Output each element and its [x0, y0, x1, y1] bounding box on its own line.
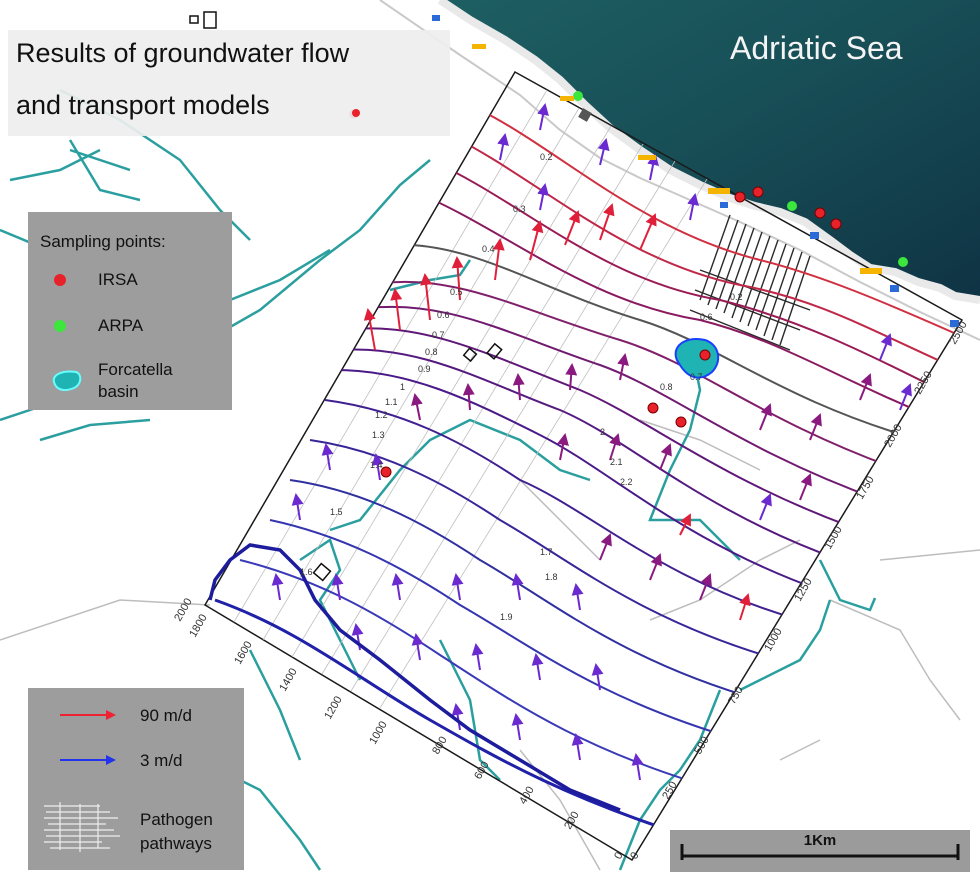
blue-arrow-icon — [60, 755, 116, 765]
legend-irsa: IRSA — [98, 270, 138, 289]
legend-90md: 90 m/d — [140, 706, 192, 725]
contour-label: 0.9 — [418, 364, 431, 374]
axis-tick: 400 — [517, 785, 537, 807]
axis-tick: 0 — [628, 850, 641, 861]
legend-pathogen: Pathogen — [140, 810, 213, 829]
axis-tick: 1500 — [822, 524, 845, 551]
contour-label: 2 — [600, 427, 605, 437]
axis-tick: 1200 — [322, 694, 345, 721]
legend-forcatella: Forcatella — [98, 360, 173, 379]
contour-label: 1.5 — [330, 507, 343, 517]
title-line-2: and transport models — [16, 90, 270, 120]
coastal-structures — [432, 15, 959, 327]
contour-label: 0.2 — [540, 152, 553, 162]
contour-label: 1.3 — [372, 430, 385, 440]
title-dot — [352, 109, 360, 117]
contour-label: 2.2 — [620, 477, 633, 487]
shoreline — [437, 0, 980, 304]
axis-tick: 2000 — [172, 596, 195, 623]
axis-tick: 0 — [612, 850, 625, 861]
flow-legend: 90 m/d 3 m/d Pathogen pathways — [28, 688, 244, 870]
title-box: Results of groundwater flow and transpor… — [8, 30, 450, 136]
contour-label: 0.2 — [730, 292, 743, 302]
title-line-1: Results of groundwater flow — [16, 38, 350, 68]
contour-label: 1.9 — [500, 612, 513, 622]
grid-lines — [233, 89, 708, 709]
axis-tick: 1000 — [367, 719, 390, 746]
head-contours — [214, 109, 962, 842]
axis-tick: 2250 — [912, 369, 935, 396]
axis-tick: 250 — [660, 780, 680, 802]
contour-label: 0.8 — [660, 382, 673, 392]
contour-label: 1.6 — [300, 567, 313, 577]
contour-label: 0.7 — [690, 372, 703, 382]
contour-label: 0.5 — [450, 287, 463, 297]
legend-arpa: ARPA — [98, 316, 144, 335]
contour-label: 0.7 — [432, 330, 445, 340]
irsa-icon — [54, 274, 66, 286]
axis-tick: 1750 — [854, 474, 877, 501]
contour-label: 2.1 — [610, 457, 623, 467]
sea-area — [440, 0, 980, 300]
contour-labels: 0.2 0.3 0.4 0.5 0.6 0.7 0.8 0.9 1 1.1 1.… — [300, 152, 743, 622]
axis-tick: 500 — [692, 735, 712, 757]
pathways-icon — [44, 802, 120, 852]
axis-tick: 800 — [430, 735, 450, 757]
contour-label: 0.8 — [425, 347, 438, 357]
contour-label: 1.8 — [545, 572, 558, 582]
coastal-road — [379, 0, 980, 341]
basin-icon — [52, 370, 82, 391]
scale-bar: 1Km — [670, 830, 970, 872]
scale-bar-label: 1Km — [803, 832, 837, 849]
contour-label: 0.4 — [482, 244, 495, 254]
contour-label: 1.7 — [540, 547, 553, 557]
river — [208, 543, 621, 812]
legend-3md: 3 m/d — [140, 751, 183, 770]
sampling-legend: Sampling points: IRSA ARPA Forcatella ba… — [28, 212, 232, 410]
axis-tick: 1800 — [187, 612, 210, 639]
scale-bar-line — [680, 844, 960, 860]
contour-label: 1 — [400, 382, 405, 392]
axis-tick: 2000 — [882, 422, 905, 449]
axis-tick: 600 — [472, 760, 492, 782]
pathogen-pathways — [689, 214, 811, 351]
contour-label: 1.4 — [370, 460, 383, 470]
forcatella-basin — [674, 338, 720, 379]
contour-label: 0.3 — [513, 204, 526, 214]
legend-basin: basin — [98, 382, 139, 401]
contour-label: 0.6 — [700, 312, 713, 322]
buildings — [189, 11, 503, 582]
contour-label: 1.1 — [385, 397, 398, 407]
axis-tick: 1000 — [762, 626, 785, 653]
red-arrow-icon — [60, 710, 116, 720]
flow-arrows — [271, 103, 912, 781]
sampling-legend-heading: Sampling points: — [40, 232, 166, 251]
contour-label: 0.6 — [437, 310, 450, 320]
contour-label: 1.2 — [375, 410, 388, 420]
arpa-points — [573, 91, 908, 267]
axis-tick: 1400 — [277, 666, 300, 693]
legend-pathways: pathways — [140, 834, 212, 853]
axis-right: 0 250 500 750 1000 1250 1500 1750 2000 2… — [628, 319, 970, 861]
sea-label: Adriatic Sea — [730, 30, 903, 66]
arpa-icon — [54, 320, 66, 332]
